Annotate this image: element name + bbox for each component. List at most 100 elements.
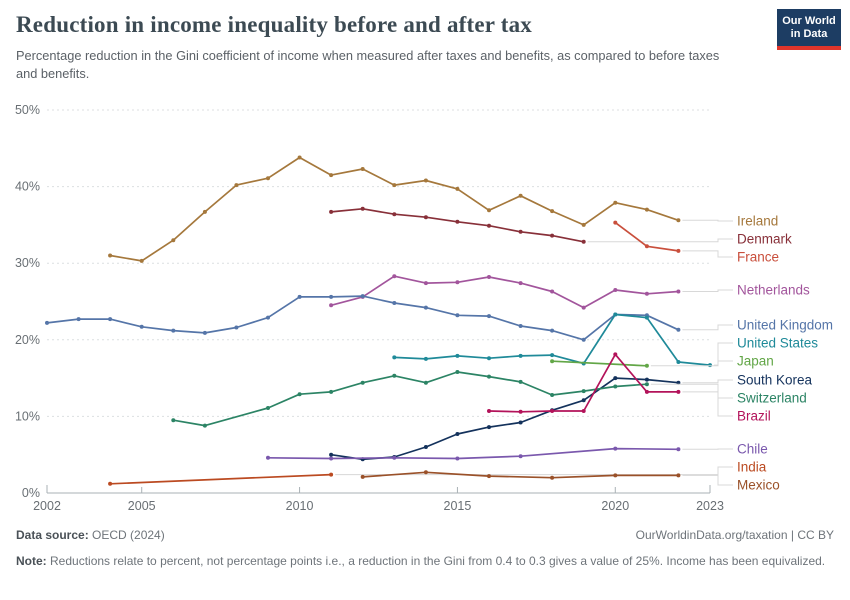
data-source-value: OECD (2024)	[88, 528, 165, 542]
legend-label-netherlands[interactable]: Netherlands	[737, 283, 810, 298]
owid-logo-line2: in Data	[790, 28, 828, 41]
series-india[interactable]	[108, 472, 334, 486]
data-point	[297, 294, 302, 299]
legend-label-brazil[interactable]: Brazil	[737, 409, 771, 424]
owid-logo[interactable]: Our World in Data	[777, 9, 841, 51]
data-point	[487, 223, 491, 228]
data-point	[644, 363, 649, 368]
series-line-netherlands[interactable]	[330, 275, 679, 309]
legend-connector-united-states	[714, 342, 733, 366]
data-point	[360, 474, 365, 479]
data-point	[329, 452, 334, 457]
series-line-switzerland[interactable]	[173, 371, 647, 427]
data-point	[487, 314, 491, 319]
data-point	[550, 393, 555, 397]
data-point	[644, 291, 649, 296]
data-point	[423, 356, 428, 361]
page-title: Reduction in income inequality before an…	[16, 12, 532, 37]
x-tick-label-2015: 2015	[444, 499, 472, 513]
series-line-denmark[interactable]	[331, 207, 584, 243]
data-point	[392, 301, 397, 305]
attribution-separator: |	[787, 528, 798, 542]
series-line-south-korea[interactable]	[330, 377, 679, 461]
series-line-united-kingdom[interactable]	[46, 295, 679, 341]
data-point	[644, 207, 649, 212]
y-tick-label-0: 0%	[22, 486, 40, 500]
legend-label-mexico[interactable]: Mexico	[737, 478, 780, 493]
data-point	[550, 233, 555, 238]
data-point	[708, 363, 712, 368]
series-ireland[interactable]	[108, 155, 681, 263]
legend-label-japan[interactable]: Japan	[737, 354, 774, 369]
data-point	[202, 209, 207, 214]
data-point	[487, 208, 491, 213]
series-switzerland[interactable]	[171, 370, 649, 428]
data-point	[329, 456, 334, 461]
series-japan[interactable]	[550, 359, 649, 368]
series-line-mexico[interactable]	[362, 471, 679, 479]
data-point	[455, 370, 460, 374]
data-point	[45, 320, 49, 325]
legend-label-france[interactable]: France	[737, 250, 779, 265]
series-france[interactable]	[613, 220, 681, 253]
data-point	[487, 356, 491, 361]
legend-label-united-states[interactable]: United States	[737, 336, 818, 351]
legend-connector-denmark	[587, 238, 733, 243]
legend-label-ireland[interactable]: Ireland	[737, 214, 778, 229]
data-point	[297, 392, 302, 397]
data-point	[329, 303, 334, 308]
series-line-japan[interactable]	[552, 360, 647, 367]
license-link[interactable]: CC BY	[797, 528, 834, 542]
data-point	[581, 305, 586, 310]
series-mexico[interactable]	[360, 470, 681, 480]
legend-connector-india	[335, 466, 733, 476]
data-source: Data source: OECD (2024)	[16, 528, 165, 542]
data-point	[108, 253, 113, 258]
series-chile[interactable]	[266, 446, 681, 461]
data-point	[518, 281, 523, 286]
data-point	[613, 473, 618, 478]
legend-connector-switzerland	[650, 383, 733, 399]
owid-url-link[interactable]: OurWorldinData.org/taxation	[635, 528, 788, 542]
legend-label-united-kingdom[interactable]: United Kingdom	[737, 318, 833, 333]
legend-label-south-korea[interactable]: South Korea	[737, 373, 813, 388]
data-point	[392, 455, 397, 460]
series-netherlands[interactable]	[329, 274, 681, 310]
data-point	[423, 305, 428, 310]
y-tick-label-40: 40%	[15, 180, 40, 194]
note-text: Reductions relate to percent, not percen…	[46, 554, 826, 568]
data-point	[423, 215, 428, 220]
series-line-ireland[interactable]	[109, 156, 679, 262]
legend-connector-south-korea	[682, 379, 733, 384]
legend-label-india[interactable]: India	[737, 460, 767, 475]
data-point	[202, 423, 207, 428]
data-point	[613, 352, 618, 357]
data-point	[360, 380, 365, 385]
data-point	[644, 389, 649, 394]
note-label: Note:	[16, 554, 47, 568]
data-point	[266, 176, 270, 181]
data-point	[581, 389, 586, 394]
data-point	[455, 353, 460, 358]
legend-label-denmark[interactable]: Denmark	[737, 232, 792, 247]
series-united-kingdom[interactable]	[45, 294, 681, 342]
data-point	[613, 288, 618, 292]
data-point	[487, 425, 491, 430]
data-point	[644, 382, 649, 387]
data-point	[423, 178, 428, 183]
data-point	[550, 328, 555, 333]
series-brazil[interactable]	[487, 352, 681, 414]
data-point	[550, 409, 555, 413]
data-point	[266, 406, 270, 410]
legend-connector-netherlands	[682, 289, 733, 292]
series-united-states[interactable]	[392, 312, 712, 368]
data-point	[487, 275, 491, 279]
x-tick-label-2020: 2020	[601, 499, 629, 513]
legend-label-chile[interactable]: Chile	[737, 442, 768, 457]
data-point	[171, 418, 176, 423]
legend-label-switzerland[interactable]: Switzerland	[737, 391, 807, 406]
data-point	[550, 475, 555, 480]
series-denmark[interactable]	[329, 206, 586, 244]
y-tick-label-20: 20%	[15, 333, 40, 347]
series-line-india[interactable]	[110, 473, 332, 485]
